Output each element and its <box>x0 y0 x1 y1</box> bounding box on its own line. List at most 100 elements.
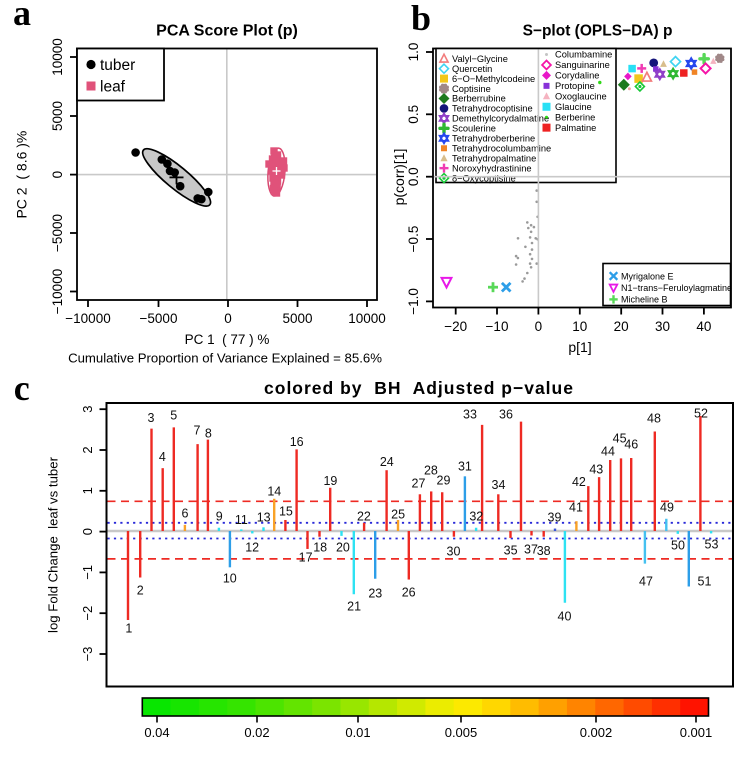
svg-text:41: 41 <box>569 501 583 515</box>
svg-text:34: 34 <box>492 478 506 492</box>
svg-text:12: 12 <box>245 541 259 555</box>
svg-text:N1−trans−Feruloylagmatine: N1−trans−Feruloylagmatine <box>621 283 732 293</box>
svg-text:c: c <box>14 368 30 408</box>
svg-text:10: 10 <box>223 572 237 586</box>
svg-text:30: 30 <box>447 545 461 559</box>
svg-text:22: 22 <box>357 510 371 524</box>
svg-text:S−plot (OPLS−DA) p: S−plot (OPLS−DA) p <box>523 22 673 39</box>
svg-text:Tetrahydrocoptisine: Tetrahydrocoptisine <box>452 104 533 114</box>
svg-text:26: 26 <box>402 586 416 600</box>
svg-text:3: 3 <box>80 406 95 413</box>
svg-text:PCA Score Plot (p): PCA Score Plot (p) <box>156 23 298 40</box>
svg-text:Oxoglaucine: Oxoglaucine <box>555 92 607 102</box>
svg-text:36: 36 <box>499 408 513 422</box>
svg-text:1: 1 <box>80 487 95 494</box>
svg-text:51: 51 <box>698 575 712 589</box>
svg-text:27: 27 <box>412 477 426 491</box>
svg-text:32: 32 <box>469 510 483 524</box>
svg-text:0: 0 <box>80 528 95 535</box>
svg-text:Tetrahydroberberine: Tetrahydroberberine <box>452 134 535 144</box>
svg-text:47: 47 <box>639 575 653 589</box>
svg-text:colored by BH Adjusted p−val: colored by BH Adjusted p−value <box>264 378 574 398</box>
svg-text:53: 53 <box>705 538 719 552</box>
svg-text:2: 2 <box>137 584 144 598</box>
svg-text:Valyl−Glycine: Valyl−Glycine <box>452 54 508 64</box>
svg-text:p[1]: p[1] <box>568 339 591 355</box>
svg-text:43: 43 <box>589 463 603 477</box>
svg-text:14: 14 <box>267 485 281 499</box>
svg-text:0.0: 0.0 <box>406 167 421 186</box>
svg-text:23: 23 <box>368 587 382 601</box>
svg-text:Scoulerine: Scoulerine <box>452 124 496 134</box>
svg-text:PC 2 ( 8.6 )%: PC 2 ( 8.6 )% <box>14 131 30 219</box>
svg-text:52: 52 <box>694 407 708 421</box>
svg-text:35: 35 <box>504 544 518 558</box>
svg-text:17: 17 <box>299 551 313 565</box>
svg-text:24: 24 <box>380 455 394 469</box>
svg-text:10000: 10000 <box>50 38 65 76</box>
svg-text:−10000: −10000 <box>65 311 110 326</box>
svg-text:Tetrahydropalmatine: Tetrahydropalmatine <box>452 153 536 163</box>
svg-text:15: 15 <box>279 505 293 519</box>
svg-text:0: 0 <box>50 171 65 179</box>
svg-text:25: 25 <box>391 508 405 522</box>
svg-text:39: 39 <box>548 511 562 525</box>
svg-text:11: 11 <box>235 513 248 527</box>
svg-text:0.5: 0.5 <box>406 105 421 124</box>
svg-text:a: a <box>13 0 31 33</box>
svg-text:Glaucine: Glaucine <box>555 102 592 112</box>
svg-text:46: 46 <box>624 438 638 452</box>
svg-text:10: 10 <box>572 319 587 334</box>
svg-text:16: 16 <box>290 435 304 449</box>
svg-text:Tetrahydrocolumbamine: Tetrahydrocolumbamine <box>452 143 551 153</box>
svg-text:−2: −2 <box>80 606 95 621</box>
svg-text:20: 20 <box>614 319 629 334</box>
svg-text:4: 4 <box>159 450 166 464</box>
svg-text:Palmatine: Palmatine <box>555 123 596 133</box>
svg-text:b: b <box>411 0 431 38</box>
svg-text:3: 3 <box>148 411 155 425</box>
svg-text:Protopine: Protopine <box>555 81 595 91</box>
svg-text:19: 19 <box>323 474 337 488</box>
svg-text:−20: −20 <box>444 319 467 334</box>
svg-text:9: 9 <box>216 510 223 524</box>
svg-text:−0.5: −0.5 <box>406 226 421 253</box>
svg-text:0.005: 0.005 <box>445 725 478 740</box>
svg-text:Noroxyhydrastinine: Noroxyhydrastinine <box>452 163 532 173</box>
svg-text:−5000: −5000 <box>50 214 65 252</box>
svg-text:tuber: tuber <box>100 57 135 74</box>
svg-text:21: 21 <box>347 600 361 614</box>
svg-text:48: 48 <box>647 412 661 426</box>
svg-text:0.001: 0.001 <box>680 725 713 740</box>
svg-text:6: 6 <box>182 507 189 521</box>
svg-text:Cumulative Proportion of Varia: Cumulative Proportion of Variance Explai… <box>68 351 382 366</box>
svg-text:40: 40 <box>558 610 572 624</box>
svg-text:Corydaline: Corydaline <box>555 71 599 81</box>
svg-text:2: 2 <box>80 446 95 453</box>
svg-text:28: 28 <box>424 464 438 478</box>
svg-text:0: 0 <box>535 319 543 334</box>
svg-text:44: 44 <box>601 445 615 459</box>
svg-text:0.02: 0.02 <box>244 725 269 740</box>
svg-text:31: 31 <box>458 460 472 474</box>
svg-text:5000: 5000 <box>282 311 312 326</box>
svg-text:33: 33 <box>463 408 477 422</box>
svg-text:29: 29 <box>437 474 451 488</box>
svg-text:45: 45 <box>613 432 627 446</box>
svg-text:49: 49 <box>660 501 674 515</box>
svg-text:Columbamine: Columbamine <box>555 50 612 60</box>
svg-text:p(corr)[1]: p(corr)[1] <box>391 149 407 206</box>
svg-text:−10: −10 <box>486 319 509 334</box>
svg-text:Micheline B: Micheline B <box>621 295 668 305</box>
svg-text:20: 20 <box>336 541 350 555</box>
svg-text:Coptisine: Coptisine <box>452 84 491 94</box>
svg-text:−1.0: −1.0 <box>406 288 421 315</box>
svg-text:Sanguinarine: Sanguinarine <box>555 60 610 70</box>
svg-text:7: 7 <box>194 424 201 438</box>
svg-text:−1: −1 <box>80 565 95 580</box>
svg-text:10000: 10000 <box>348 311 386 326</box>
svg-text:6−O−Methylcodeine: 6−O−Methylcodeine <box>452 74 535 84</box>
svg-text:0.002: 0.002 <box>580 725 613 740</box>
svg-text:Quercetin: Quercetin <box>452 64 492 74</box>
svg-text:leaf: leaf <box>100 79 126 96</box>
